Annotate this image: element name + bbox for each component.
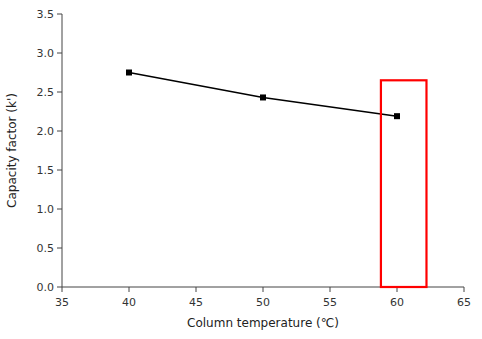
- x-tick-label: 55: [323, 296, 337, 309]
- y-tick-label: 2.5: [37, 86, 55, 99]
- y-tick-label: 2.0: [37, 125, 55, 138]
- x-tick-label: 45: [189, 296, 203, 309]
- x-tick: [464, 287, 465, 292]
- data-point: [394, 113, 400, 119]
- data-point: [126, 70, 132, 76]
- x-tick-label: 50: [256, 296, 270, 309]
- y-tick: [57, 287, 62, 288]
- y-tick-label: 1.0: [37, 203, 55, 216]
- y-tick-label: 0.5: [37, 242, 55, 255]
- y-axis-label: Capacity factor (k'): [5, 93, 19, 208]
- x-tick-label: 65: [457, 296, 471, 309]
- y-tick-label: 3.0: [37, 47, 55, 60]
- chart: 35 40 45 50 55 60 65 0.0 0.5 1.0 1.5 2.0 2.5 3.0 3.5 Co…: [0, 0, 482, 339]
- y-tick: [57, 53, 62, 54]
- x-tick-label: 35: [55, 296, 69, 309]
- y-axis-line: [62, 14, 63, 287]
- y-tick: [57, 248, 62, 249]
- y-tick: [57, 170, 62, 171]
- x-tick-label: 40: [122, 296, 136, 309]
- x-tick-label: 60: [390, 296, 404, 309]
- highlight-box: [381, 80, 427, 287]
- x-axis: 35 40 45 50 55 60 65: [55, 287, 471, 309]
- x-tick: [129, 287, 130, 292]
- x-tick: [263, 287, 264, 292]
- y-tick-label: 1.5: [37, 164, 55, 177]
- y-tick-label: 3.5: [37, 8, 55, 21]
- plot-area: [126, 70, 400, 120]
- y-tick: [57, 14, 62, 15]
- x-tick: [62, 287, 63, 292]
- y-axis: 0.0 0.5 1.0 1.5 2.0 2.5 3.0 3.5: [37, 8, 63, 294]
- data-line: [129, 73, 397, 117]
- y-tick: [57, 131, 62, 132]
- x-tick: [196, 287, 197, 292]
- x-axis-label: Column temperature (℃): [187, 316, 339, 330]
- y-tick: [57, 92, 62, 93]
- x-tick: [330, 287, 331, 292]
- chart-container: 35 40 45 50 55 60 65 0.0 0.5 1.0 1.5 2.0 2.5 3.0 3.5 Co…: [0, 0, 482, 339]
- y-tick: [57, 209, 62, 210]
- data-point: [260, 94, 266, 100]
- y-tick-label: 0.0: [37, 281, 55, 294]
